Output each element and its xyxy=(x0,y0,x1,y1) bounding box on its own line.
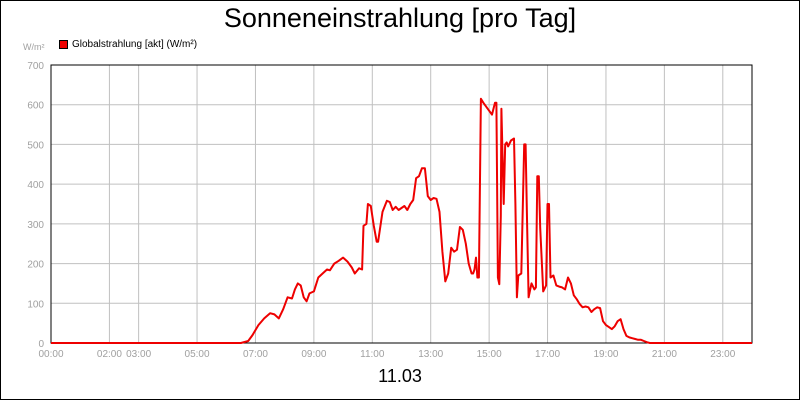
x-tick-label: 15:00 xyxy=(477,349,502,360)
y-tick-label: 300 xyxy=(27,220,44,231)
x-tick-label: 19:00 xyxy=(593,349,618,360)
plot-border xyxy=(50,64,753,344)
x-tick-label: 03:00 xyxy=(126,349,151,360)
y-tick-label: 0 xyxy=(38,339,44,350)
plot-background xyxy=(51,65,752,343)
x-tick-label: 21:00 xyxy=(652,349,677,360)
y-tick-label: 500 xyxy=(27,140,44,151)
x-tick-label: 00:00 xyxy=(38,349,63,360)
y-tick-label: 200 xyxy=(27,260,44,271)
x-tick-label: 05:00 xyxy=(185,349,210,360)
series-line xyxy=(51,97,752,344)
y-axis-unit: W/m² xyxy=(23,42,45,52)
x-tick-label: 02:00 xyxy=(97,349,122,360)
legend-swatch xyxy=(59,40,68,49)
legend-label: Globalstrahlung [akt] (W/m²) xyxy=(72,39,198,50)
x-tick-label: 13:00 xyxy=(418,349,443,360)
x-axis-date-label: 11.03 xyxy=(378,366,422,386)
legend: Globalstrahlung [akt] (W/m²) xyxy=(59,39,197,50)
x-tick-label: 07:00 xyxy=(243,349,268,360)
x-tick-label: 11:00 xyxy=(360,349,385,360)
y-tick-label: 700 xyxy=(27,61,44,72)
x-tick-label: 17:00 xyxy=(535,349,560,360)
chart-title: Sonneneinstrahlung [pro Tag] xyxy=(223,3,577,33)
y-tick-label: 100 xyxy=(27,299,44,310)
x-tick-label: 09:00 xyxy=(301,349,326,360)
y-tick-label: 600 xyxy=(27,101,44,112)
x-tick-label: 23:00 xyxy=(710,349,735,360)
y-tick-label: 400 xyxy=(27,180,44,191)
